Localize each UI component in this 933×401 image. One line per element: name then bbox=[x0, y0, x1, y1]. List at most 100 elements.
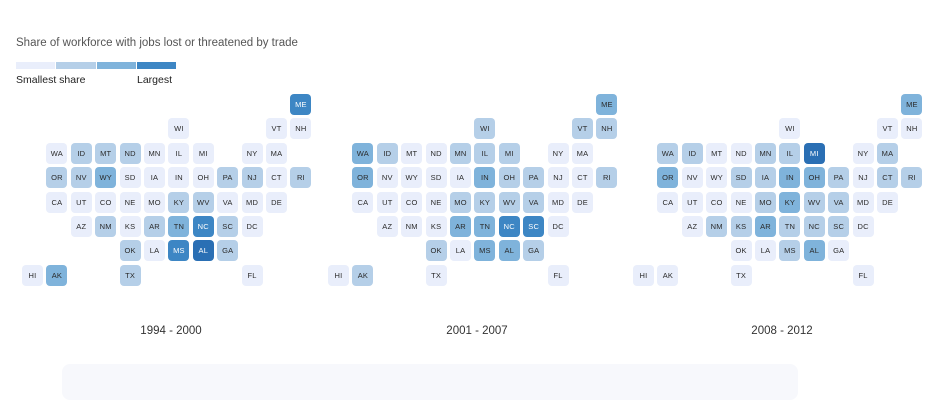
state-tile-nc: NC bbox=[498, 216, 520, 237]
state-tile-oh: OH bbox=[498, 167, 520, 189]
state-tile-sd: SD bbox=[119, 167, 141, 189]
state-tile-id: ID bbox=[70, 142, 92, 164]
state-tile-nh: NH bbox=[901, 118, 923, 140]
state-tile-ut: UT bbox=[70, 191, 92, 213]
state-tile-la: LA bbox=[450, 240, 471, 262]
state-tile-ky: KY bbox=[168, 191, 190, 213]
state-tile-de: DE bbox=[877, 191, 898, 213]
legend-swatch-1 bbox=[16, 62, 56, 69]
state-tile-mn: MN bbox=[144, 142, 165, 164]
state-tile-nd: ND bbox=[119, 142, 141, 164]
state-tile-nv: NV bbox=[376, 167, 398, 189]
state-tile-va: VA bbox=[523, 191, 545, 213]
state-tile-ia: IA bbox=[144, 167, 165, 189]
state-tile-de: DE bbox=[572, 191, 593, 213]
state-tile-tn: TN bbox=[779, 216, 801, 237]
state-tile-nm: NM bbox=[706, 216, 728, 237]
state-tile-md: MD bbox=[547, 191, 569, 213]
state-tile-ak: AK bbox=[657, 264, 679, 286]
state-tile-mt: MT bbox=[95, 142, 117, 164]
state-tile-il: IL bbox=[474, 142, 496, 164]
state-tile-mt: MT bbox=[706, 142, 728, 164]
color-legend: Smallest share Largest bbox=[16, 62, 176, 88]
state-tile-fl: FL bbox=[241, 264, 263, 286]
chart-title: Share of workforce with jobs lost or thr… bbox=[16, 37, 298, 49]
legend-swatch-3 bbox=[96, 62, 136, 69]
legend-color-scale bbox=[16, 62, 176, 69]
state-tile-ms: MS bbox=[168, 240, 190, 262]
state-tile-oh: OH bbox=[803, 167, 825, 189]
state-tile-co: CO bbox=[401, 191, 423, 213]
state-tile-ms: MS bbox=[474, 240, 496, 262]
state-tile-in: IN bbox=[779, 167, 801, 189]
state-tile-ny: NY bbox=[241, 142, 263, 164]
state-tile-co: CO bbox=[95, 191, 117, 213]
state-tile-ga: GA bbox=[523, 240, 545, 262]
state-tile-ia: IA bbox=[755, 167, 776, 189]
state-tile-az: AZ bbox=[70, 216, 92, 237]
state-tile-me: ME bbox=[596, 94, 618, 115]
state-tile-ga: GA bbox=[828, 240, 850, 262]
period-label-2001-2007: 2001 - 2007 bbox=[446, 325, 508, 337]
state-tile-wy: WY bbox=[401, 167, 423, 189]
state-tile-al: AL bbox=[498, 240, 520, 262]
state-tile-nv: NV bbox=[70, 167, 92, 189]
legend-swatch-4 bbox=[136, 62, 176, 69]
state-tile-nj: NJ bbox=[547, 167, 569, 189]
state-tile-al: AL bbox=[192, 240, 214, 262]
state-tile-ks: KS bbox=[425, 216, 447, 237]
state-tile-ga: GA bbox=[217, 240, 239, 262]
state-tile-in: IN bbox=[474, 167, 496, 189]
state-tile-tx: TX bbox=[730, 264, 752, 286]
state-tile-wv: WV bbox=[192, 191, 214, 213]
state-tile-ma: MA bbox=[877, 142, 898, 164]
state-tile-ms: MS bbox=[779, 240, 801, 262]
state-tile-ia: IA bbox=[450, 167, 471, 189]
state-tile-wa: WA bbox=[46, 142, 68, 164]
state-tile-id: ID bbox=[681, 142, 703, 164]
state-tile-dc: DC bbox=[241, 216, 263, 237]
state-tile-ok: OK bbox=[119, 240, 141, 262]
tile-map-2001-2007: ME WI VT NH WA ID MT ND MN IL MI NY MA OR NV WY SD IA IN OH… bbox=[328, 94, 628, 294]
state-tile-sd: SD bbox=[425, 167, 447, 189]
state-tile-id: ID bbox=[376, 142, 398, 164]
state-tile-hi: HI bbox=[328, 264, 349, 286]
state-tile-wy: WY bbox=[95, 167, 117, 189]
state-tile-sc: SC bbox=[523, 216, 545, 237]
state-tile-pa: PA bbox=[523, 167, 545, 189]
state-tile-al: AL bbox=[803, 240, 825, 262]
state-tile-or: OR bbox=[657, 167, 679, 189]
state-tile-ct: CT bbox=[266, 167, 287, 189]
state-tile-nh: NH bbox=[596, 118, 618, 140]
state-tile-ar: AR bbox=[755, 216, 776, 237]
state-tile-ok: OK bbox=[730, 240, 752, 262]
state-tile-ut: UT bbox=[681, 191, 703, 213]
legend-swatch-2 bbox=[56, 62, 96, 69]
state-tile-pa: PA bbox=[217, 167, 239, 189]
state-tile-nj: NJ bbox=[852, 167, 874, 189]
state-tile-ks: KS bbox=[119, 216, 141, 237]
state-tile-nv: NV bbox=[681, 167, 703, 189]
state-tile-ri: RI bbox=[290, 167, 312, 189]
tile-map-2008-2012: ME WI VT NH WA ID MT ND MN IL MI NY MA OR NV WY SD IA IN OH… bbox=[633, 94, 933, 294]
state-tile-ak: AK bbox=[46, 264, 68, 286]
state-tile-co: CO bbox=[706, 191, 728, 213]
state-tile-vt: VT bbox=[266, 118, 287, 140]
state-tile-mo: MO bbox=[755, 191, 776, 213]
state-tile-va: VA bbox=[217, 191, 239, 213]
state-tile-nm: NM bbox=[401, 216, 423, 237]
state-tile-ri: RI bbox=[901, 167, 923, 189]
state-tile-ma: MA bbox=[266, 142, 287, 164]
state-tile-mi: MI bbox=[498, 142, 520, 164]
state-tile-mt: MT bbox=[401, 142, 423, 164]
state-tile-or: OR bbox=[46, 167, 68, 189]
state-tile-ks: KS bbox=[730, 216, 752, 237]
state-tile-nd: ND bbox=[730, 142, 752, 164]
state-tile-wa: WA bbox=[352, 142, 374, 164]
state-tile-dc: DC bbox=[852, 216, 874, 237]
legend-high-label: Largest bbox=[137, 74, 173, 86]
state-tile-vt: VT bbox=[572, 118, 593, 140]
state-tile-mi: MI bbox=[803, 142, 825, 164]
period-label-1994-2000: 1994 - 2000 bbox=[140, 325, 202, 337]
state-tile-la: LA bbox=[144, 240, 165, 262]
